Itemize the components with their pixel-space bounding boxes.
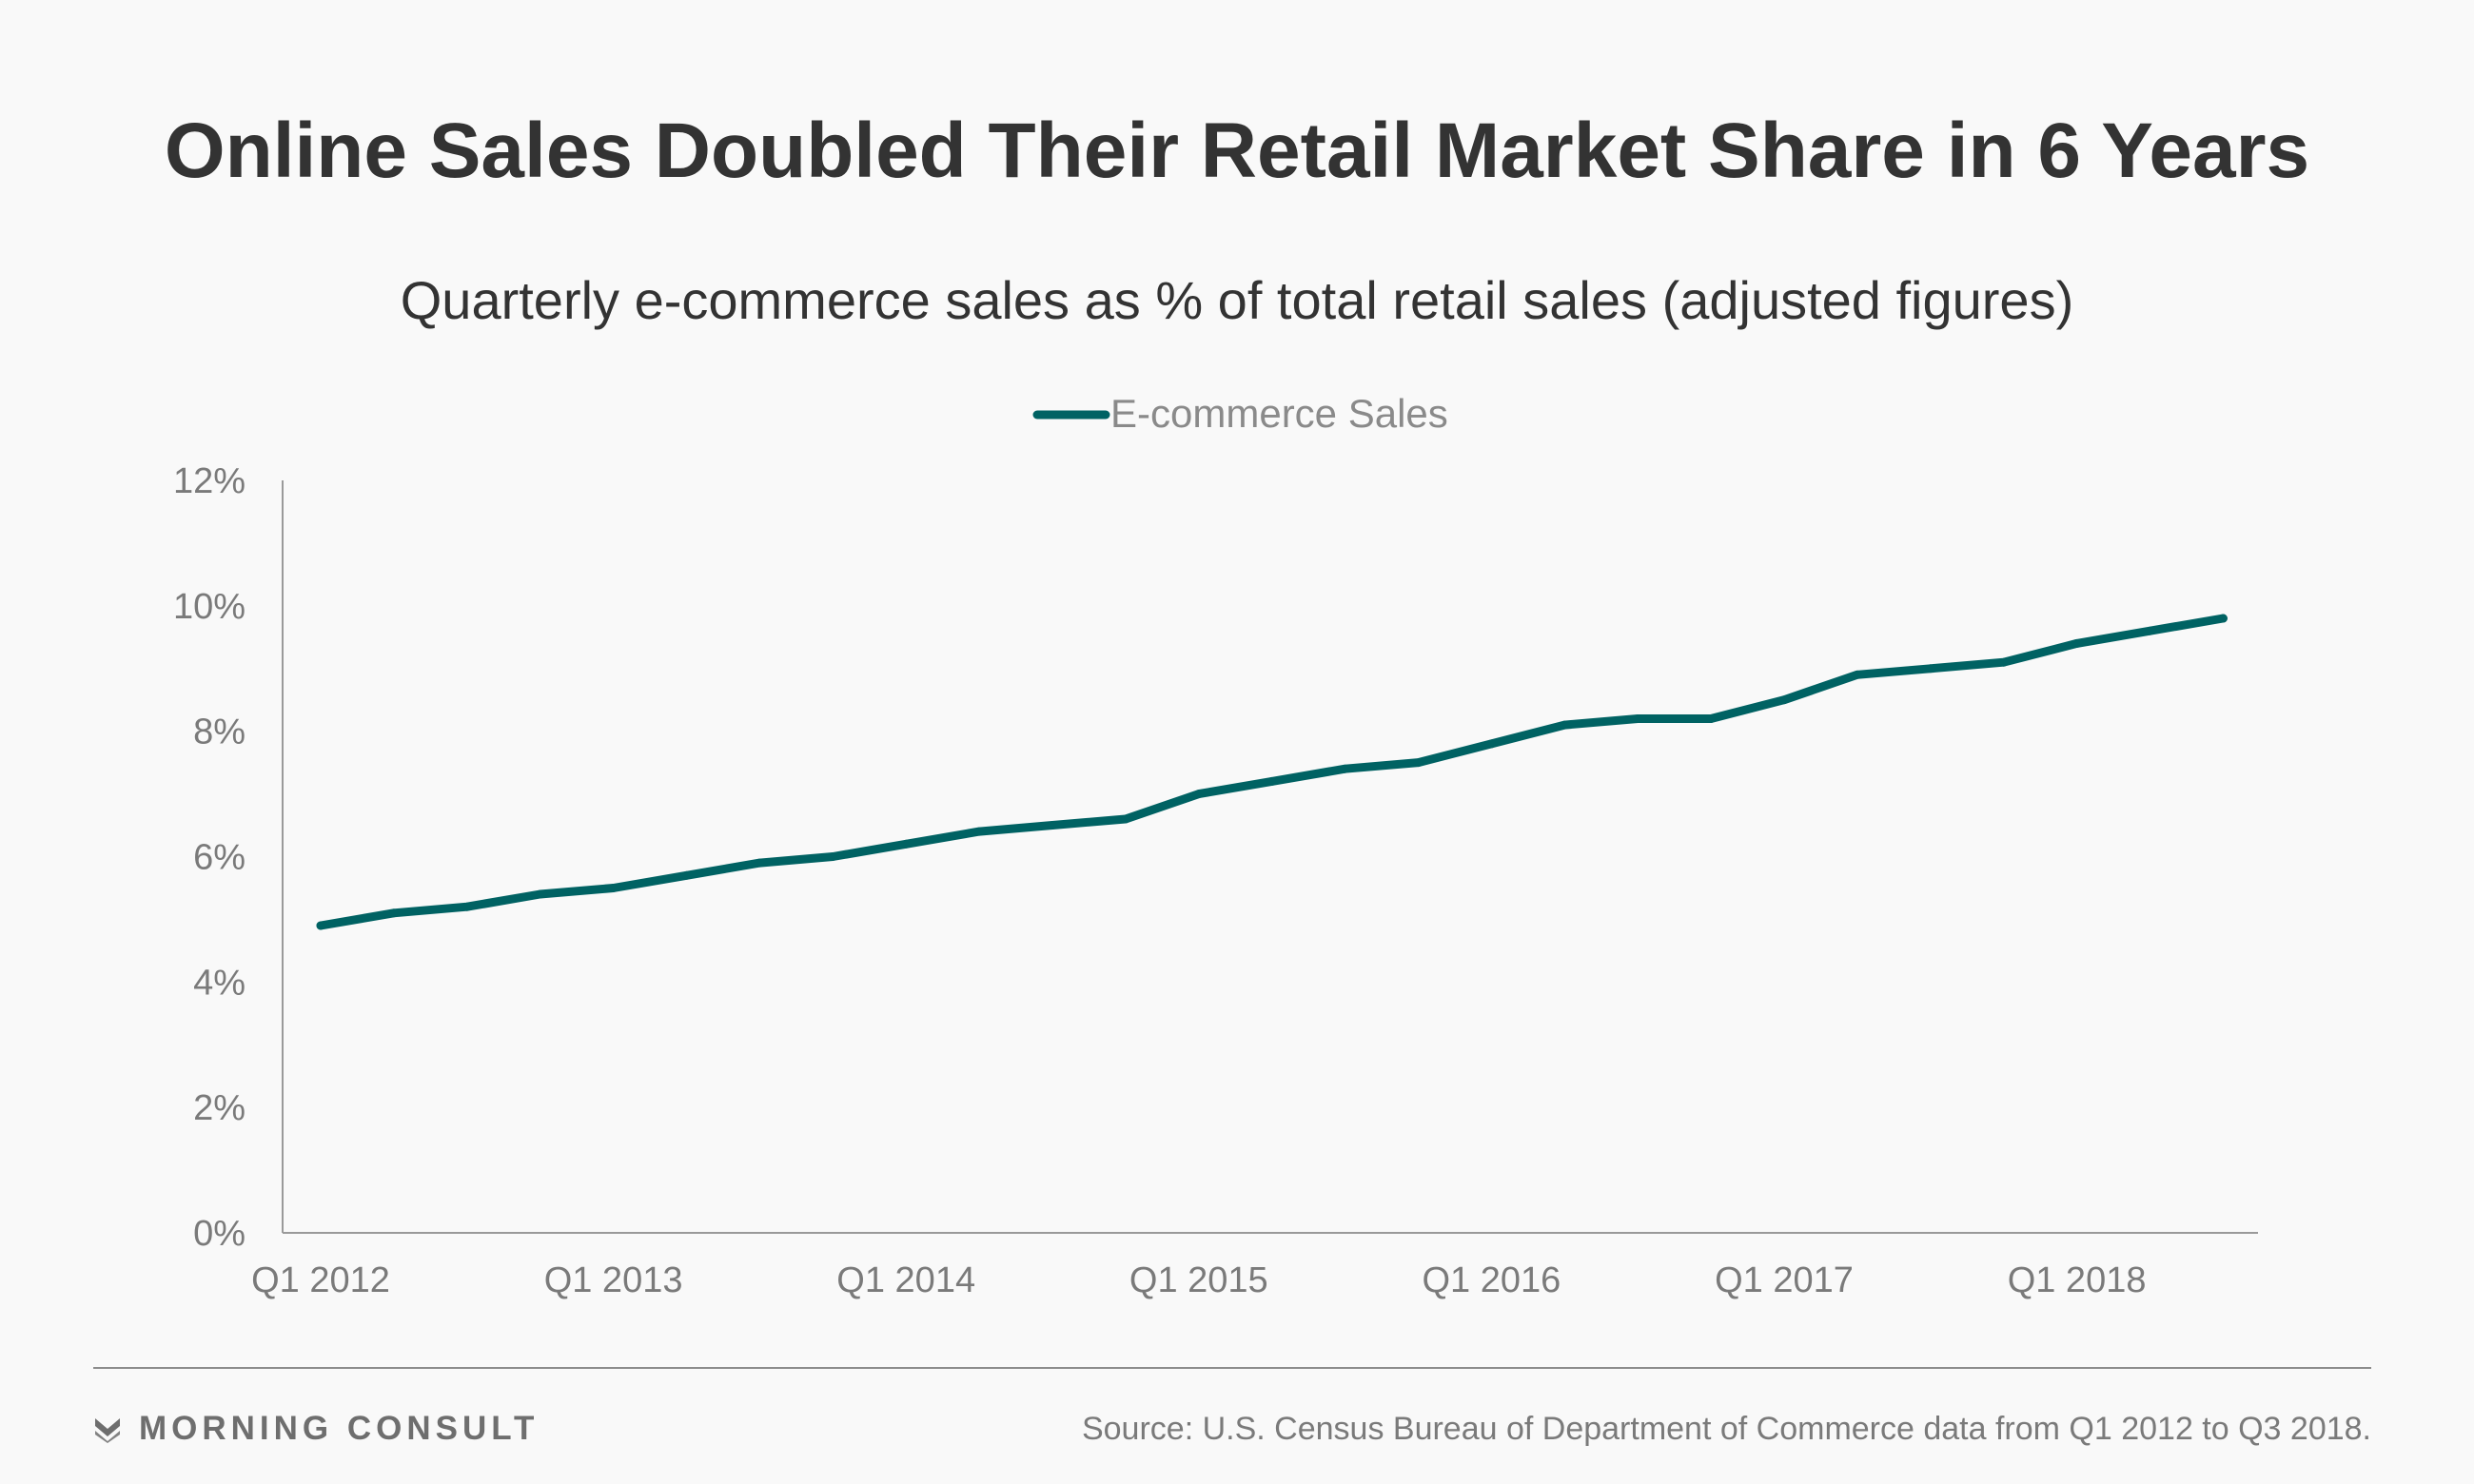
data-point — [1853, 670, 1862, 679]
x-tick-label: Q1 2016 — [1423, 1260, 1561, 1300]
source-note: Source: U.S. Census Bureau of Department… — [1081, 1411, 2371, 1447]
x-tick-label: Q1 2015 — [1129, 1260, 1268, 1300]
data-point — [1779, 695, 1789, 705]
morning-consult-logo-icon — [95, 1418, 120, 1443]
data-point — [462, 902, 472, 911]
legend-label: E-commerce Sales — [1110, 391, 1448, 436]
data-point — [1486, 739, 1496, 749]
data-point — [1267, 776, 1277, 786]
data-point — [1999, 657, 2009, 667]
x-tick-label: Q1 2017 — [1715, 1260, 1854, 1300]
data-point — [755, 858, 764, 868]
footer-divider — [93, 1367, 2371, 1369]
data-point — [536, 889, 545, 899]
data-point — [2072, 638, 2082, 648]
y-tick-label: 12% — [173, 461, 245, 501]
brand: MORNING CONSULT — [93, 1410, 539, 1448]
data-point — [901, 839, 911, 849]
data-point — [1560, 720, 1569, 730]
data-point — [1706, 714, 1716, 723]
data-point — [609, 884, 618, 892]
data-point — [1926, 664, 1935, 674]
data-point — [1633, 714, 1642, 723]
data-point — [316, 921, 325, 930]
legend: E-commerce Sales — [1032, 391, 1448, 436]
x-tick-label: Q1 2018 — [2008, 1260, 2147, 1300]
y-tick-label: 4% — [193, 963, 245, 1003]
data-point — [828, 852, 837, 861]
x-axis-ticks: Q1 2012 Q1 2013 Q1 2014 Q1 2015 Q1 2016 Q1 20… — [251, 1260, 2146, 1300]
y-tick-label: 0% — [193, 1214, 245, 1254]
chart-title: Online Sales Doubled Their Retail Market… — [164, 107, 2310, 194]
data-point — [2218, 614, 2228, 623]
y-tick-label: 6% — [193, 838, 245, 878]
data-point — [1194, 790, 1204, 799]
y-tick-label: 2% — [193, 1088, 245, 1128]
data-point — [2146, 626, 2154, 635]
data-point — [1048, 821, 1057, 830]
x-tick-label: Q1 2013 — [544, 1260, 683, 1300]
series-points — [316, 614, 2228, 930]
data-point — [1414, 758, 1423, 768]
data-point — [389, 908, 399, 918]
data-point — [1341, 764, 1350, 773]
y-tick-label: 8% — [193, 713, 245, 752]
data-point — [682, 870, 691, 880]
x-tick-label: Q1 2014 — [836, 1260, 975, 1300]
x-tick-label: Q1 2012 — [251, 1260, 390, 1300]
series-line-e-commerce-sales — [316, 614, 2228, 930]
line-chart: E-commerce Sales 0% 2% 4% 6% 8% 10% 12% Q1 201… — [173, 391, 2258, 1300]
y-axis-ticks: 0% 2% 4% 6% 8% 10% 12% — [173, 461, 245, 1254]
chart-subtitle: Quarterly e-commerce sales as % of total… — [400, 270, 2074, 330]
y-tick-label: 10% — [173, 587, 245, 627]
brand-name: MORNING CONSULT — [139, 1410, 540, 1447]
data-point — [974, 827, 984, 836]
data-point — [1121, 814, 1130, 824]
